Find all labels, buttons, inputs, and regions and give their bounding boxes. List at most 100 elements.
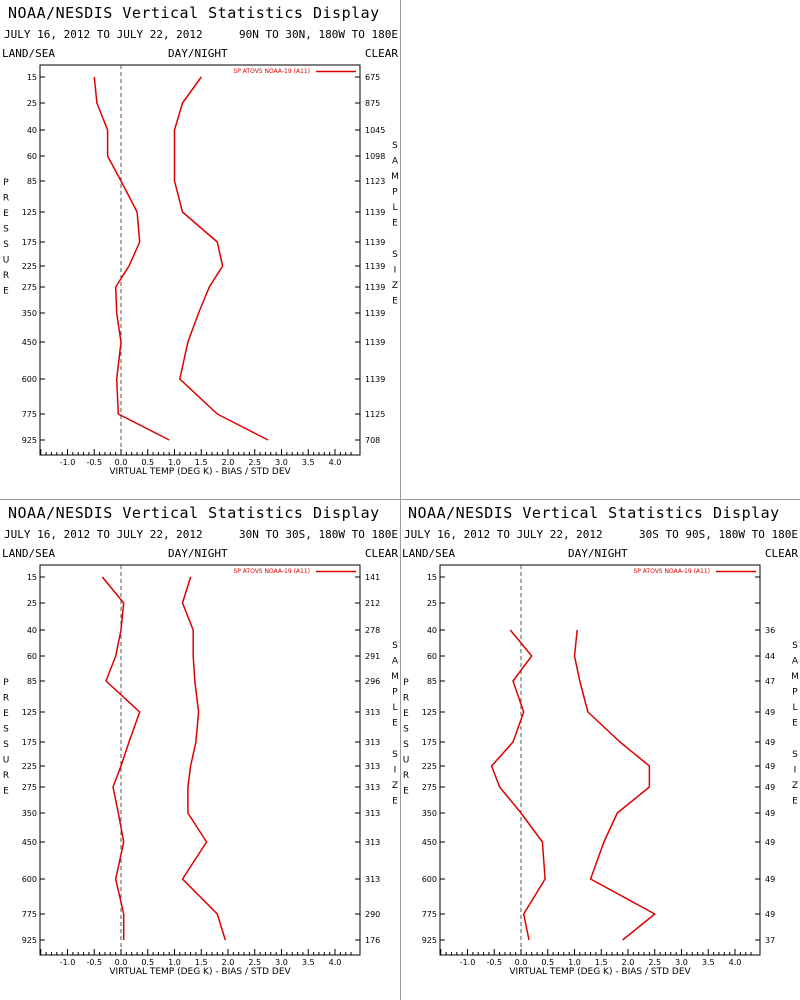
pressure-label: 600	[422, 875, 437, 884]
x-tick-label: 1.0	[568, 958, 581, 967]
pressure-label: 450	[422, 838, 437, 847]
pressure-label: 40	[27, 126, 37, 135]
y-axis-letter: E	[403, 787, 409, 797]
y-axis-letter: P	[403, 678, 409, 688]
sample-size-label: 212	[365, 599, 380, 608]
pressure-label: 60	[27, 652, 37, 661]
x-tick-label: -0.5	[86, 458, 102, 467]
profile-plot: -1.0 -0.5 0.0 0.5 1.0 1.5 2.0 2.5 3.0 3.5 4.0 VIRTU…	[403, 564, 799, 977]
sample-size-label: 49	[765, 762, 775, 771]
panel-divider-vertical	[400, 0, 401, 1000]
y2-axis-letter: A	[392, 657, 399, 667]
x-tick-label: 1.5	[195, 458, 208, 467]
profile-plot: -1.0 -0.5 0.0 0.5 1.0 1.5 2.0 2.5 3.0 3.5 4.0 VIRTU…	[3, 64, 399, 477]
y-axis-letter: R	[403, 694, 409, 704]
x-tick-label: 4.0	[329, 458, 342, 467]
sample-size-label: 49	[765, 708, 775, 717]
sample-size-label: 1123	[365, 177, 385, 186]
y-axis-letter: E	[3, 209, 9, 219]
plot-frame	[439, 564, 761, 956]
stats-panel-tropics: NOAA/NESDIS Vertical Statistics Display …	[0, 500, 400, 1000]
x-axis-label: VIRTUAL TEMP (DEG K) - BIAS / STD DEV	[509, 967, 691, 977]
pressure-label: 275	[422, 783, 437, 792]
x-tick-label: 2.0	[222, 458, 235, 467]
x-tick-label: -0.5	[86, 958, 102, 967]
sample-size-label: 141	[365, 573, 380, 582]
y2-axis-letter: Z	[792, 781, 798, 791]
legend-label: SP ATOVS NOAA-19 (A11)	[233, 568, 310, 575]
y-axis-letter: E	[3, 787, 9, 797]
land-sea-label: LAND/SEA	[2, 47, 55, 60]
sample-size-label: 313	[365, 762, 380, 771]
y2-axis-letter: L	[392, 203, 397, 213]
sample-size-label: 1125	[365, 410, 385, 419]
sample-size-label: 49	[765, 875, 775, 884]
y-axis-letter: R	[3, 771, 9, 781]
y2-axis-letter: S	[392, 641, 398, 651]
pressure-label: 350	[22, 809, 37, 818]
sample-size-label: 313	[365, 838, 380, 847]
sample-size-label: 675	[365, 73, 380, 82]
pressure-label: 25	[27, 99, 37, 108]
clear-label: CLEAR	[364, 547, 398, 560]
pressure-label: 600	[22, 875, 37, 884]
y-axis-letter: U	[3, 756, 10, 766]
sample-size-label: 49	[765, 738, 775, 747]
land-sea-label: LAND/SEA	[2, 547, 55, 560]
pressure-label: 925	[22, 936, 37, 945]
sample-size-label: 1139	[365, 283, 385, 292]
sample-size-label: 278	[365, 626, 380, 635]
sample-size-label: 49	[765, 838, 775, 847]
legend-label: SP ATOVS NOAA-19 (A11)	[633, 568, 710, 575]
pressure-label: 275	[22, 783, 37, 792]
x-tick-label: 3.0	[675, 958, 688, 967]
sample-size-label: 1139	[365, 338, 385, 347]
region-label: 30N TO 30S, 180W TO 180E	[239, 528, 398, 541]
sample-size-label: 1139	[365, 208, 385, 217]
y-axis-letter: S	[3, 225, 9, 235]
y-axis-letter: S	[3, 740, 9, 750]
day-night-label: DAY/NIGHT	[568, 547, 628, 560]
panel-title: NOAA/NESDIS Vertical Statistics Display	[408, 504, 780, 522]
bias-profile-line	[101, 576, 141, 940]
pressure-label: 125	[22, 208, 37, 217]
y-axis-letter: S	[403, 725, 409, 735]
sample-size-label: 291	[365, 652, 380, 661]
y2-axis-letter: S	[792, 641, 798, 651]
x-axis-label: VIRTUAL TEMP (DEG K) - BIAS / STD DEV	[109, 967, 291, 977]
pressure-label: 15	[27, 573, 37, 582]
y2-axis-letter: S	[392, 141, 398, 151]
y-axis-letter: P	[3, 178, 9, 188]
bias-profile-line	[93, 76, 170, 441]
y2-axis-letter: P	[392, 688, 398, 698]
x-tick-label: 2.0	[222, 958, 235, 967]
pressure-label: 85	[27, 677, 37, 686]
pressure-label: 60	[27, 152, 37, 161]
y-axis-letter: R	[3, 271, 9, 281]
y2-axis-letter: P	[792, 688, 798, 698]
clear-label: CLEAR	[364, 47, 398, 60]
sample-size-label: 49	[765, 783, 775, 792]
y2-axis-letter: E	[392, 219, 398, 229]
pressure-label: 450	[22, 838, 37, 847]
sample-size-label: 875	[365, 99, 380, 108]
sample-size-label: 1139	[365, 262, 385, 271]
region-label: 30S TO 90S, 180W TO 180E	[639, 528, 798, 541]
y2-axis-letter: E	[392, 297, 398, 307]
pressure-label: 450	[22, 338, 37, 347]
stats-panel-south: NOAA/NESDIS Vertical Statistics Display …	[400, 500, 800, 1000]
sample-size-label: 1139	[365, 375, 385, 384]
pressure-label: 175	[22, 738, 37, 747]
sample-size-label: 313	[365, 809, 380, 818]
sample-size-label: 1045	[365, 126, 385, 135]
x-tick-label: 2.5	[648, 958, 661, 967]
pressure-label: 600	[22, 375, 37, 384]
bias-profile-line	[490, 629, 546, 941]
date-range: JULY 16, 2012 TO JULY 22, 2012	[4, 28, 203, 41]
x-tick-label: 2.5	[248, 958, 261, 967]
x-tick-label: 3.0	[275, 458, 288, 467]
y2-axis-letter: L	[392, 703, 397, 713]
sample-size-label: 313	[365, 738, 380, 747]
y2-axis-letter: S	[392, 250, 398, 260]
sample-size-label: 44	[765, 652, 775, 661]
